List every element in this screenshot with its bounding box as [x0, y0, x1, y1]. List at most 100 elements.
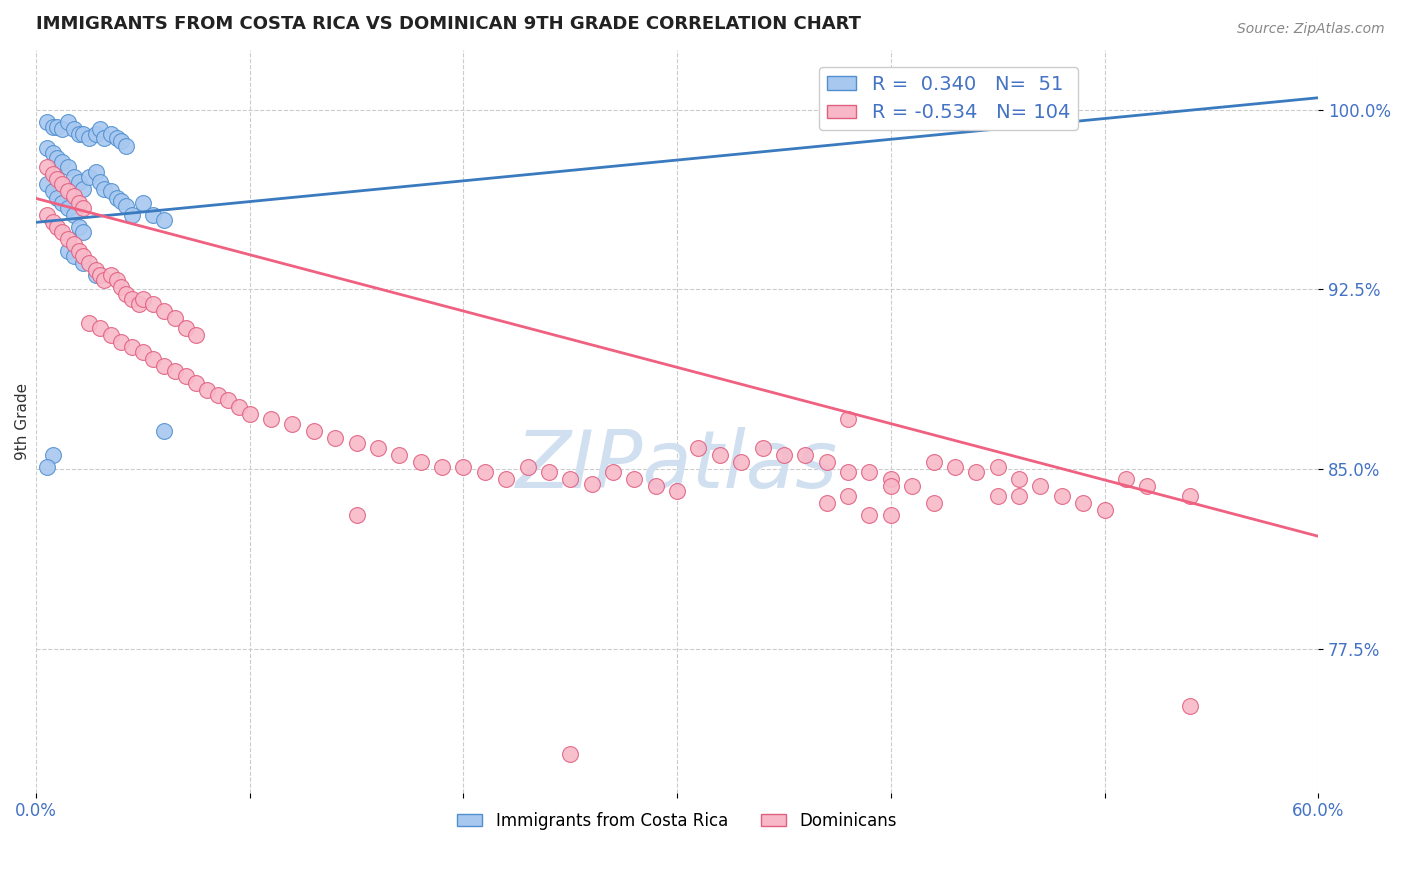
Point	[67, 127, 90, 141]
Point	[51, 177, 73, 191]
Point	[121, 340, 143, 354]
Point	[217, 392, 239, 407]
Point	[1071, 496, 1094, 510]
Point	[72, 182, 94, 196]
Point	[132, 196, 155, 211]
Point	[56, 201, 79, 215]
Point	[153, 213, 176, 227]
Point	[142, 208, 165, 222]
Point	[89, 122, 111, 136]
Point	[56, 184, 79, 198]
Point	[110, 134, 132, 148]
Point	[987, 459, 1010, 474]
Point	[93, 131, 115, 145]
Point	[142, 351, 165, 366]
Point	[42, 215, 65, 229]
Point	[42, 184, 65, 198]
Point	[63, 208, 86, 222]
Legend: Immigrants from Costa Rica, Dominicans: Immigrants from Costa Rica, Dominicans	[450, 805, 904, 837]
Point	[163, 364, 186, 378]
Point	[153, 304, 176, 318]
Point	[67, 244, 90, 259]
Point	[880, 472, 903, 486]
Point	[815, 496, 838, 510]
Point	[281, 417, 304, 431]
Point	[46, 120, 69, 134]
Point	[987, 489, 1010, 503]
Y-axis label: 9th Grade: 9th Grade	[15, 383, 31, 459]
Point	[623, 472, 645, 486]
Point	[46, 220, 69, 235]
Point	[174, 368, 197, 383]
Point	[121, 292, 143, 306]
Point	[42, 120, 65, 134]
Point	[837, 465, 859, 479]
Point	[100, 268, 122, 282]
Point	[114, 138, 136, 153]
Point	[72, 225, 94, 239]
Point	[46, 172, 69, 186]
Point	[72, 201, 94, 215]
Point	[163, 311, 186, 326]
Point	[709, 448, 731, 462]
Point	[84, 263, 107, 277]
Point	[858, 508, 880, 522]
Point	[79, 169, 101, 184]
Point	[93, 182, 115, 196]
Point	[51, 225, 73, 239]
Point	[1008, 472, 1031, 486]
Point	[56, 244, 79, 259]
Point	[105, 273, 128, 287]
Point	[67, 196, 90, 211]
Point	[35, 114, 58, 128]
Point	[581, 476, 603, 491]
Point	[121, 208, 143, 222]
Point	[388, 448, 411, 462]
Point	[186, 328, 208, 343]
Point	[730, 455, 752, 469]
Point	[153, 424, 176, 438]
Point	[367, 441, 389, 455]
Point	[79, 316, 101, 330]
Point	[110, 335, 132, 350]
Point	[1094, 503, 1116, 517]
Point	[666, 483, 689, 498]
Point	[560, 747, 582, 762]
Point	[51, 155, 73, 169]
Point	[815, 455, 838, 469]
Point	[688, 441, 710, 455]
Point	[474, 465, 496, 479]
Point	[63, 189, 86, 203]
Point	[346, 435, 368, 450]
Point	[100, 127, 122, 141]
Text: ZIPatlas: ZIPatlas	[516, 426, 838, 505]
Point	[142, 297, 165, 311]
Point	[89, 320, 111, 334]
Point	[35, 141, 58, 155]
Point	[56, 160, 79, 174]
Point	[858, 465, 880, 479]
Point	[56, 114, 79, 128]
Point	[195, 383, 218, 397]
Point	[35, 208, 58, 222]
Point	[35, 177, 58, 191]
Point	[174, 320, 197, 334]
Point	[409, 455, 432, 469]
Point	[84, 127, 107, 141]
Point	[63, 169, 86, 184]
Point	[239, 407, 262, 421]
Point	[323, 431, 346, 445]
Point	[880, 479, 903, 493]
Point	[751, 441, 773, 455]
Point	[35, 459, 58, 474]
Point	[922, 455, 945, 469]
Point	[56, 232, 79, 246]
Point	[67, 175, 90, 189]
Point	[1115, 472, 1137, 486]
Point	[100, 184, 122, 198]
Point	[1136, 479, 1159, 493]
Point	[132, 292, 155, 306]
Point	[430, 459, 453, 474]
Point	[84, 268, 107, 282]
Point	[35, 160, 58, 174]
